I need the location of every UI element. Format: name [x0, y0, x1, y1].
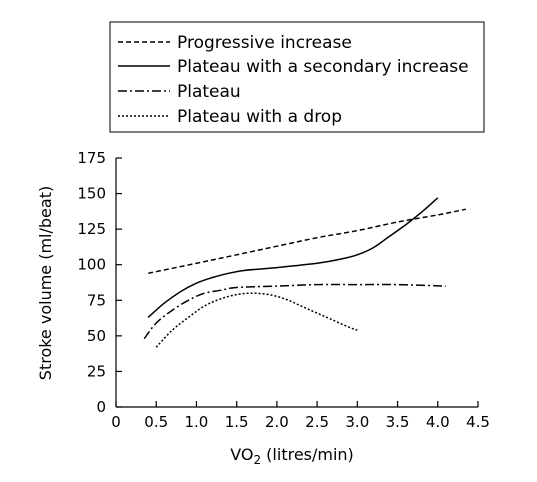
y-tick-label: 75 [87, 291, 106, 309]
y-tick-label: 50 [87, 327, 106, 345]
x-tick-label: 0.5 [144, 413, 168, 431]
x-tick-label: 2.0 [265, 413, 289, 431]
y-ticks: 0 25 50 75 100 125 150 175 [77, 149, 122, 416]
x-axis-title-main: VO [230, 445, 253, 464]
series-line-plateau-with-a-secondary-increase [147, 197, 439, 318]
x-axis-title: VO2 (litres/min) [230, 445, 354, 467]
x-tick-label: 1.5 [225, 413, 249, 431]
x-tick-label: 0 [111, 413, 121, 431]
x-ticks: 0 0.5 1.0 1.5 2.0 2.5 3.0 3.5 4.0 4.5 [111, 401, 490, 431]
y-tick-label: 100 [77, 256, 106, 274]
x-tick-label: 2.5 [305, 413, 329, 431]
axes: 0 25 50 75 100 125 150 175 0 0.5 1.0 1.5 2.0 2.5 3.0 3… [77, 149, 490, 431]
x-tick-label: 4.0 [426, 413, 450, 431]
legend-label-plateau-secondary-increase: Plateau with a secondary increase [177, 57, 469, 77]
y-tick-label: 150 [77, 185, 106, 203]
y-tick-label: 0 [96, 398, 106, 416]
series-layer [143, 197, 467, 348]
y-tick-label: 125 [77, 220, 106, 238]
legend-label-progressive-increase: Progressive increase [177, 33, 352, 53]
legend-box [109, 21, 485, 133]
y-axis-title: Stroke volume (ml/beat) [36, 186, 55, 380]
x-axis-title-subscript: 2 [253, 453, 261, 467]
y-tick-label: 175 [77, 149, 106, 167]
x-tick-label: 3.5 [386, 413, 410, 431]
y-tick-label: 25 [87, 362, 106, 380]
legend-label-plateau-with-drop: Plateau with a drop [177, 107, 342, 127]
series-line-plateau-with-a-drop [155, 292, 358, 348]
legend-label-plateau: Plateau [177, 82, 241, 102]
series-line-plateau [143, 283, 446, 340]
series-line-progressive-increase [148, 208, 467, 275]
x-tick-label: 4.5 [466, 413, 490, 431]
legend: Progressive increase Plateau with a seco… [109, 21, 485, 133]
x-tick-label: 1.0 [185, 413, 209, 431]
x-axis-title-rest: (litres/min) [261, 445, 354, 464]
x-tick-label: 3.0 [345, 413, 369, 431]
